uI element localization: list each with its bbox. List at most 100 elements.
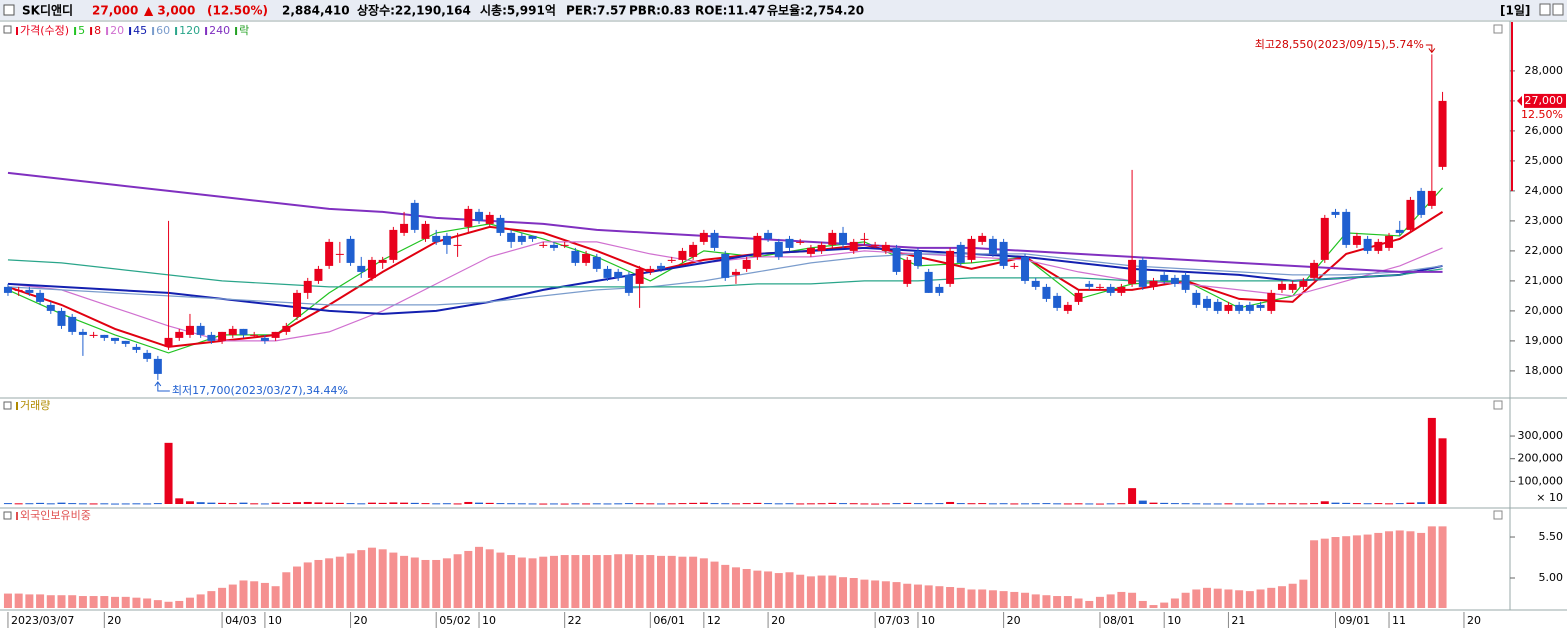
bar <box>1203 587 1212 608</box>
x-tick-label: 07/03 <box>878 614 910 627</box>
panel-button[interactable] <box>1493 400 1503 410</box>
bar <box>1385 503 1394 505</box>
candle-body <box>764 232 773 239</box>
bar <box>282 572 291 608</box>
period[interactable]: [1일] <box>1500 4 1530 18</box>
unit-label: × 10 <box>1536 491 1563 504</box>
candle-body <box>839 232 848 245</box>
bar <box>1406 531 1415 608</box>
x-tick-label: 21 <box>1231 614 1245 627</box>
bar <box>1256 503 1265 505</box>
candle-body <box>185 325 194 335</box>
bar <box>517 557 526 608</box>
x-tick-label: 10 <box>268 614 282 627</box>
bar <box>1192 503 1201 505</box>
candle-body <box>346 238 355 263</box>
bar <box>507 503 516 505</box>
legend-swatch <box>235 27 238 35</box>
candle-body <box>1277 283 1286 290</box>
bar <box>806 576 815 608</box>
bar <box>1320 538 1329 608</box>
candle-body <box>528 235 537 239</box>
stock-name: SK디앤디 <box>22 3 73 18</box>
bar <box>796 503 805 505</box>
bar <box>1063 596 1072 608</box>
candle-body <box>903 259 912 284</box>
bar <box>1063 503 1072 505</box>
last-price-box <box>1524 93 1566 108</box>
legend-swatch <box>90 27 93 35</box>
candle-body <box>1352 235 1361 245</box>
bar <box>303 562 312 608</box>
bar <box>849 503 858 505</box>
candle-body <box>46 304 55 311</box>
candle-body <box>260 337 269 341</box>
candle-body <box>78 331 87 335</box>
y-tick-label: 18,000 <box>1525 364 1564 377</box>
candle-body <box>988 238 997 254</box>
candle-body <box>1181 274 1190 290</box>
candle-body <box>271 331 280 338</box>
bar <box>228 503 237 505</box>
candle-body <box>1106 286 1115 293</box>
candle-body <box>753 235 762 257</box>
bar <box>442 503 451 505</box>
candle-body <box>68 316 77 332</box>
bar <box>57 595 66 608</box>
bar <box>367 502 376 504</box>
checkbox[interactable] <box>3 4 15 16</box>
bar <box>46 503 55 505</box>
window-button[interactable] <box>1539 3 1551 16</box>
legend-label: 60 <box>156 24 170 37</box>
legend-swatch <box>16 512 18 520</box>
candle-body <box>389 229 398 260</box>
panel-button[interactable] <box>1493 24 1503 34</box>
bar <box>89 503 98 505</box>
bar <box>475 502 484 504</box>
bar <box>999 503 1008 505</box>
bar <box>860 503 869 505</box>
y-tick-label: 20,000 <box>1525 304 1564 317</box>
bar <box>185 597 194 608</box>
candle-body <box>646 268 655 272</box>
panel-title: 거래량 <box>20 399 50 412</box>
candle-body <box>956 244 965 263</box>
panel-button[interactable] <box>1493 510 1503 520</box>
low-annotation: 최저17,700(2023/03/27),34.44% <box>172 384 348 397</box>
bar <box>1267 587 1276 608</box>
bar <box>111 596 120 608</box>
bar <box>464 550 473 608</box>
bar <box>839 577 848 608</box>
bar <box>785 503 794 505</box>
candle-body <box>1256 304 1265 308</box>
candle-body <box>1299 280 1308 287</box>
bar <box>1363 503 1372 505</box>
candle-body <box>464 208 473 227</box>
candle-body <box>667 259 676 261</box>
bar <box>196 502 205 504</box>
close-button[interactable] <box>1552 3 1564 16</box>
legend-swatch <box>205 27 208 35</box>
bar <box>239 580 248 608</box>
x-tick-label: 20 <box>771 614 785 627</box>
candle-body <box>571 250 580 263</box>
candle-body <box>1310 262 1319 278</box>
bar <box>549 555 558 608</box>
candle-body <box>507 232 516 242</box>
candle-body <box>1395 229 1404 233</box>
bar <box>978 589 987 608</box>
bar <box>1042 503 1051 505</box>
candle-body <box>335 253 344 255</box>
bar <box>175 600 184 608</box>
candle-body <box>196 325 205 335</box>
candle-body <box>785 238 794 248</box>
candle-body <box>1138 259 1147 287</box>
legend-label: 45 <box>133 24 147 37</box>
bar <box>913 584 922 608</box>
bar <box>400 555 409 608</box>
bar <box>592 503 601 505</box>
panel-title: 외국인보유비중 <box>20 509 91 522</box>
bar <box>806 503 815 505</box>
bar <box>903 583 912 608</box>
